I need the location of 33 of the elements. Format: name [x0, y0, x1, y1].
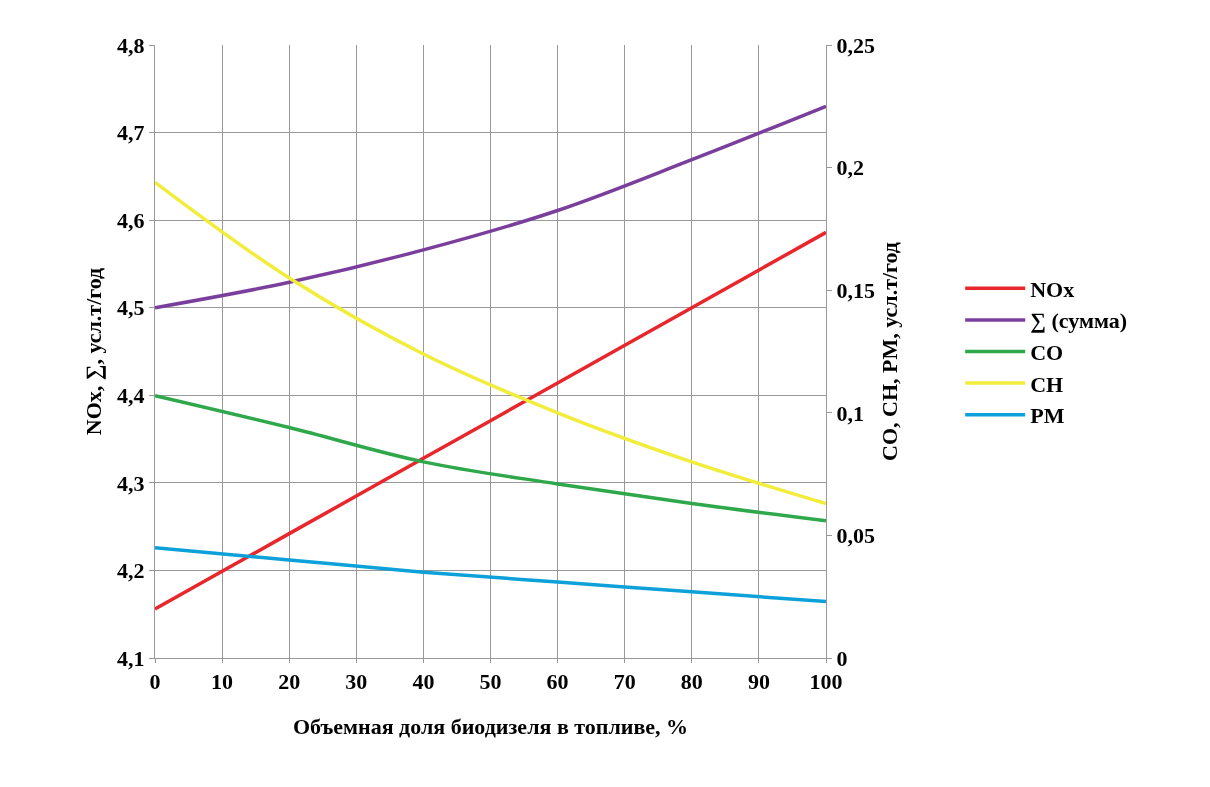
x-tick-label: 30 — [345, 669, 368, 695]
legend-label: ∑ (сумма) — [1030, 308, 1128, 334]
x-tick-label: 90 — [747, 669, 770, 695]
y-axis-title: NOx, ∑, усл.т/год — [81, 267, 106, 436]
y-tick-label: 4,8 — [117, 32, 145, 58]
x-tick-label: 20 — [278, 669, 301, 695]
y-tick-label: 4,7 — [117, 120, 145, 146]
legend-label: NOx — [1030, 276, 1075, 302]
x-tick-label: 70 — [613, 669, 636, 695]
legend-label: CH — [1030, 371, 1064, 397]
x-tick-label: 0 — [149, 669, 161, 695]
y2-tick-label: 0,15 — [836, 277, 875, 303]
legend-label: CO — [1030, 340, 1064, 366]
x-tick-label: 40 — [412, 669, 435, 695]
x-axis-title: Объемная доля биодизеля в топливе, % — [292, 714, 689, 739]
x-tick-label: 60 — [546, 669, 569, 695]
y-tick-label: 4,6 — [117, 207, 145, 233]
x-tick-label: 80 — [680, 669, 703, 695]
y2-tick-label: 0,25 — [836, 32, 875, 58]
y-tick-label: 4,5 — [117, 295, 145, 321]
y-tick-label: 4,3 — [117, 470, 145, 496]
y2-tick-label: 0,1 — [836, 400, 864, 426]
y-tick-label: 4,1 — [117, 645, 145, 671]
y2-tick-label: 0 — [836, 645, 848, 671]
x-tick-label: 50 — [479, 669, 502, 695]
y2-axis-title: CO, CH, PM, усл.т/год — [876, 242, 902, 461]
y2-tick-label: 0,2 — [836, 155, 864, 181]
x-tick-label: 10 — [211, 669, 234, 695]
y2-tick-label: 0,05 — [836, 523, 875, 549]
x-tick-label: 100 — [809, 669, 843, 695]
legend-label: PM — [1030, 403, 1065, 429]
y-tick-label: 4,4 — [117, 382, 145, 408]
y-tick-label: 4,2 — [117, 558, 145, 584]
